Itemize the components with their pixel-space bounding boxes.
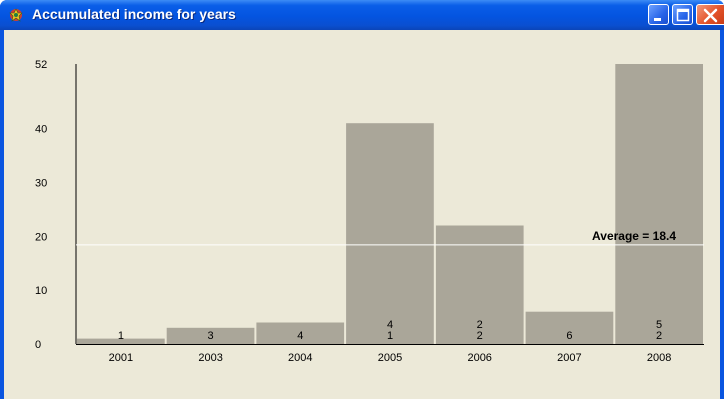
- x-tick-label: 2003: [198, 352, 222, 364]
- bar-2007: [525, 311, 614, 344]
- x-tick-label: 2001: [109, 352, 133, 364]
- bar-2001: [77, 338, 165, 344]
- y-tick-label: 30: [35, 178, 47, 190]
- bar-data-label: 2: [477, 330, 483, 342]
- maximize-icon: [676, 8, 690, 22]
- maximize-button[interactable]: [672, 4, 693, 25]
- bar-data-label: 3: [208, 330, 214, 342]
- x-tick-label: 2008: [647, 352, 671, 364]
- x-tick-label: 2005: [378, 352, 402, 364]
- x-tick-label: 2004: [288, 352, 312, 364]
- minimize-icon: [654, 18, 661, 21]
- y-tick-label: 52: [35, 59, 47, 71]
- y-tick-label: 10: [35, 285, 47, 297]
- y-tick-label: 40: [35, 124, 47, 136]
- x-tick-label: 2007: [557, 352, 581, 364]
- bar-2005: [346, 123, 434, 344]
- bar-chart: 1200132003420044120052220066200752200801…: [35, 59, 704, 364]
- close-icon: [703, 8, 718, 23]
- bar-data-label: 2: [477, 319, 483, 331]
- x-tick-label: 2006: [467, 352, 491, 364]
- bar-data-label: 5: [656, 319, 662, 331]
- window-title: Accumulated income for years: [32, 6, 236, 22]
- y-tick-label: 20: [35, 231, 47, 243]
- bar-data-label: 1: [387, 330, 393, 342]
- bar-2003: [166, 327, 255, 344]
- average-label: Average = 18.4: [592, 229, 676, 243]
- bar-data-label: 1: [118, 330, 124, 342]
- y-tick-label: 0: [35, 339, 41, 351]
- bar-data-label: 4: [387, 319, 393, 331]
- bar-2004: [256, 322, 345, 344]
- close-button[interactable]: [696, 4, 724, 25]
- chart-client-area: 1 2001 3 2003 4 2004 4 1 2005 2 2 2006 6 2007 5 2 2008 0 1…: [4, 30, 720, 399]
- bar-data-label: 6: [566, 330, 572, 342]
- bar-2008: [615, 64, 703, 344]
- minimize-button[interactable]: [648, 4, 669, 25]
- title-bar[interactable]: Accumulated income for years: [0, 0, 724, 30]
- chart-app-icon: [9, 8, 23, 22]
- bar-data-label: 4: [297, 330, 303, 342]
- bar-data-label: 2: [656, 330, 662, 342]
